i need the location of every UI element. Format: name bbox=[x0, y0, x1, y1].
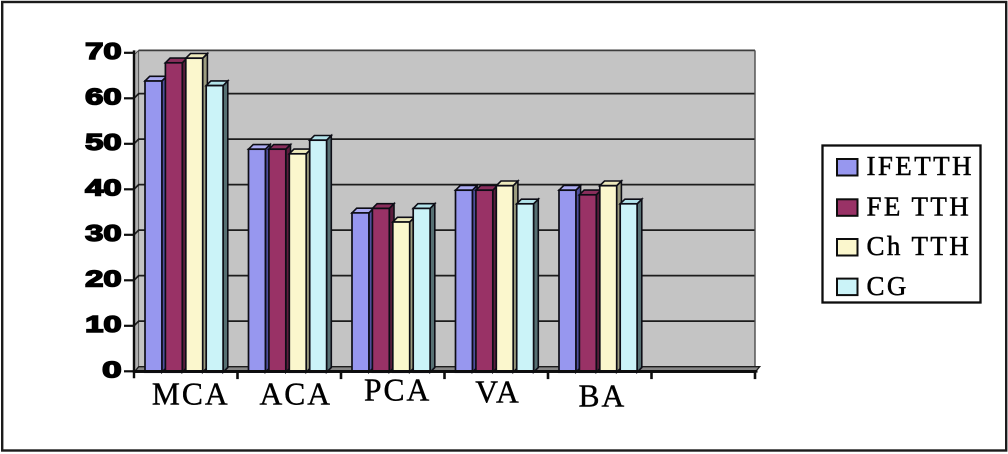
svg-text:PCA: PCA bbox=[364, 373, 431, 408]
svg-text:50: 50 bbox=[85, 129, 122, 155]
svg-text:FE TTH: FE TTH bbox=[867, 192, 972, 222]
svg-text:ACA: ACA bbox=[260, 377, 333, 412]
svg-text:IFETTH: IFETTH bbox=[867, 151, 974, 181]
svg-text:0: 0 bbox=[102, 357, 122, 383]
svg-text:VA: VA bbox=[475, 375, 520, 410]
svg-text:20: 20 bbox=[85, 266, 122, 292]
svg-text:10: 10 bbox=[85, 311, 122, 337]
svg-text:MCA: MCA bbox=[152, 377, 230, 412]
svg-text:CG: CG bbox=[867, 271, 909, 301]
svg-text:60: 60 bbox=[85, 84, 122, 110]
svg-text:Ch TTH: Ch TTH bbox=[867, 231, 972, 261]
svg-text:30: 30 bbox=[85, 220, 122, 246]
svg-text:BA: BA bbox=[579, 378, 627, 413]
svg-text:70: 70 bbox=[85, 38, 122, 64]
svg-text:40: 40 bbox=[85, 175, 122, 201]
